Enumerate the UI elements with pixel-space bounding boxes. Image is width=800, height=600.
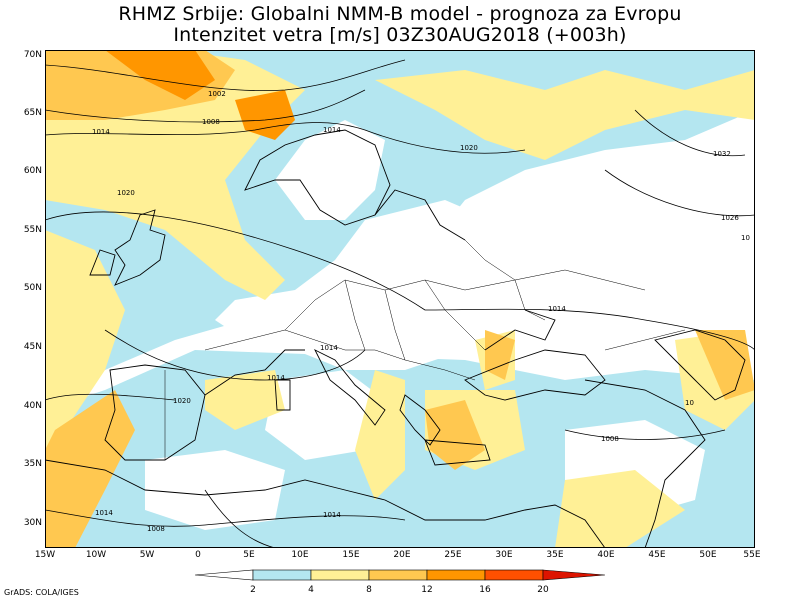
isobar-label: 10 [685,399,694,407]
legend-swatch [368,569,428,581]
coastlines [45,129,746,548]
lon-label: 55E [743,550,761,560]
legend-swatch [542,569,606,581]
legend-swatch [426,569,486,581]
isobar-label: 1014 [92,128,110,136]
isobar-label: 1020 [117,189,135,197]
isobar-label: 1032 [713,150,731,158]
lon-label: 5E [243,550,255,560]
isobar-label: 10 [741,234,750,242]
map-frame [45,50,755,548]
map-title-line1: RHMZ Srbije: Globalni NMM-B model - prog… [118,3,682,25]
isobar-label: 1014 [320,344,338,352]
lon-label: 50E [699,550,717,560]
map-title-line2: Intenzitet vetra [m/s] 03Z30AUG2018 (+00… [173,24,627,46]
isobar-label: 1008 [601,435,619,443]
lat-label: 70N [23,50,42,60]
lon-label: 15E [342,550,360,560]
lat-label: 45N [23,342,42,352]
legend-label: 12 [421,585,433,595]
isobar-label: 1008 [147,525,165,533]
legend-label: 16 [479,585,491,595]
lat-label: 30N [23,518,42,528]
isobar-label: 1014 [323,511,341,519]
isobar-label: 1014 [323,126,341,134]
isobar-label: 1008 [202,118,220,126]
lon-label: 10W [85,550,107,560]
lat-label: 35N [23,459,42,469]
legend-swatch [310,569,370,581]
lat-label: 50N [23,283,42,293]
legend-label: 8 [366,585,372,595]
lon-label: 25E [444,550,462,560]
legend-label: 4 [308,585,314,595]
legend-label: 20 [537,585,549,595]
lon-label: 0 [195,550,201,560]
isobar-label: 1026 [721,214,739,222]
wind-speed-fields [45,50,755,548]
legend-label: 2 [250,585,256,595]
isobar-label: 1020 [173,397,191,405]
country-borders [164,239,686,460]
legend-swatch [195,569,254,581]
lon-label: 40E [597,550,615,560]
credit-text: GrADS: COLA/IGES [4,588,79,597]
wind-map: 1002 1008 1014 1014 1020 1032 1026 10 10… [45,50,755,548]
lat-label: 65N [23,108,42,118]
isobar-label: 1014 [548,305,566,313]
lon-label: 10E [291,550,309,560]
lon-label: 45E [648,550,666,560]
lon-label: 5W [139,550,155,560]
lon-label: 15W [34,550,56,560]
lon-label: 20E [393,550,411,560]
isobar-label: 1014 [267,374,285,382]
lat-label: 40N [23,401,42,411]
lat-label: 55N [23,225,42,235]
legend-swatch [252,569,312,581]
isobar-label: 1020 [460,144,478,152]
isobar-lines [45,59,755,548]
legend-colorbar [195,569,606,581]
isobar-label: 1002 [208,90,226,98]
lon-label: 30E [495,550,513,560]
isobar-label: 1014 [95,509,113,517]
lat-label: 60N [23,166,42,176]
lon-label: 35E [546,550,564,560]
legend-swatch [484,569,544,581]
